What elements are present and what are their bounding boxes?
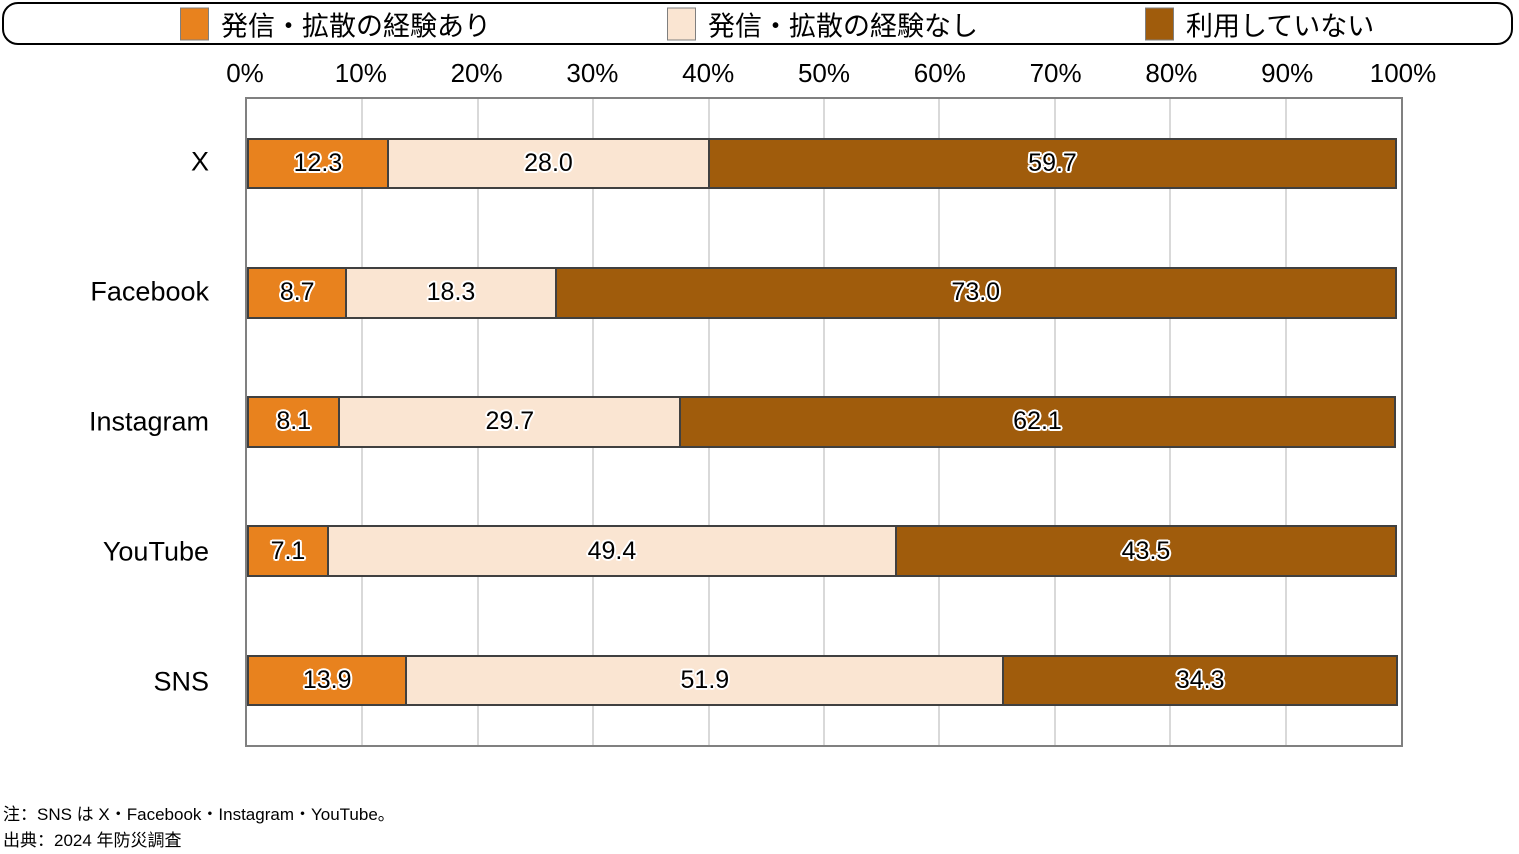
bar-value-label: 18.3 — [426, 278, 476, 307]
legend-label: 発信・拡散の経験あり — [221, 11, 491, 41]
bar-row: 7.1 49.4 43.5 — [247, 525, 1401, 578]
footnote-definition: 注：SNS は X・Facebook・Instagram・YouTube。 — [3, 805, 395, 824]
bar-segment: 62.1 — [679, 396, 1396, 448]
bar-row: 8.7 18.3 73.0 — [247, 266, 1401, 319]
legend-swatch — [180, 7, 209, 40]
legend: 発信・拡散の経験あり 発信・拡散の経験なし 利用していない — [2, 2, 1513, 45]
bar-value-label: 12.3 — [293, 149, 343, 178]
footnotes: 注：SNS は X・Facebook・Instagram・YouTube。 出典… — [3, 802, 395, 854]
bar-value-label: 7.1 — [270, 536, 306, 565]
category-label: X — [190, 146, 209, 177]
legend-item: 発信・拡散の経験なし — [667, 4, 978, 43]
bar-value-label: 13.9 — [302, 665, 352, 694]
footnote-source: 出典：2024 年防災調査 — [3, 831, 182, 850]
bar-segment: 59.7 — [708, 137, 1397, 190]
axis-tick-label: 20% — [450, 58, 503, 88]
axis-tick-label: 30% — [566, 58, 619, 88]
legend-item: 利用していない — [1145, 4, 1374, 43]
bar-segment: 34.3 — [1002, 654, 1399, 707]
bar-value-label: 28.0 — [524, 149, 573, 178]
axis-tick-label: 10% — [334, 58, 387, 88]
legend-label: 発信・拡散の経験なし — [708, 11, 978, 41]
bar-segment: 7.1 — [247, 525, 329, 578]
bar-value-label: 62.1 — [1013, 407, 1062, 436]
axis-tick-label: 70% — [1029, 58, 1082, 88]
bar-segment: 29.7 — [338, 396, 682, 448]
bar-value-label: 8.7 — [279, 278, 315, 307]
bar-value-label: 43.5 — [1121, 536, 1171, 565]
bar-row: 12.3 28.0 59.7 — [247, 137, 1401, 190]
category-label: Instagram — [88, 406, 209, 437]
axis-tick-label: 80% — [1145, 58, 1198, 88]
axis-tick-label: 100% — [1369, 58, 1437, 88]
bar-segment: 73.0 — [554, 266, 1397, 319]
bar-segment: 18.3 — [345, 266, 557, 319]
bar-segment: 28.0 — [386, 137, 711, 190]
bar-value-label: 49.4 — [587, 536, 637, 565]
bar-row: 13.9 51.9 34.3 — [247, 654, 1401, 707]
bar-value-label: 51.9 — [680, 665, 730, 694]
bar-segment: 12.3 — [247, 137, 389, 190]
legend-label: 利用していない — [1186, 11, 1375, 41]
axis-tick-label: 90% — [1261, 58, 1314, 88]
plot-area: 12.3 28.0 59.7 8.7 18.3 73.0 8.1 29.7 62… — [245, 97, 1403, 747]
bar-segment: 49.4 — [326, 525, 897, 578]
bar-segment: 8.1 — [247, 396, 341, 448]
legend-item: 発信・拡散の経験あり — [180, 4, 491, 43]
bar-value-label: 59.7 — [1028, 149, 1077, 178]
category-label: YouTube — [102, 536, 209, 567]
bar-segment: 43.5 — [894, 525, 1397, 578]
axis-tick-label: 40% — [682, 58, 735, 88]
axis-tick-label: 0% — [226, 58, 264, 88]
bar-segment: 51.9 — [405, 654, 1005, 707]
category-labels: X Facebook Instagram YouTube SNS — [0, 97, 227, 747]
bar-segment: 8.7 — [247, 266, 348, 319]
axis-tick-label: 60% — [913, 58, 966, 88]
category-label: Facebook — [90, 276, 209, 307]
bar-value-label: 8.1 — [276, 407, 312, 436]
legend-swatch — [667, 7, 696, 40]
category-label: SNS — [153, 666, 209, 697]
x-axis: 0% 10% 20% 30% 40% 50% 60% 70% 80% 90% 100% — [226, 58, 1436, 92]
bar-value-label: 29.7 — [485, 407, 535, 436]
bar-segment: 13.9 — [247, 654, 408, 707]
axis-tick-label: 50% — [797, 58, 851, 88]
legend-swatch — [1145, 7, 1174, 40]
bar-value-label: 34.3 — [1175, 665, 1225, 694]
bar-row: 8.1 29.7 62.1 — [247, 396, 1401, 448]
bar-value-label: 73.0 — [951, 278, 1001, 307]
